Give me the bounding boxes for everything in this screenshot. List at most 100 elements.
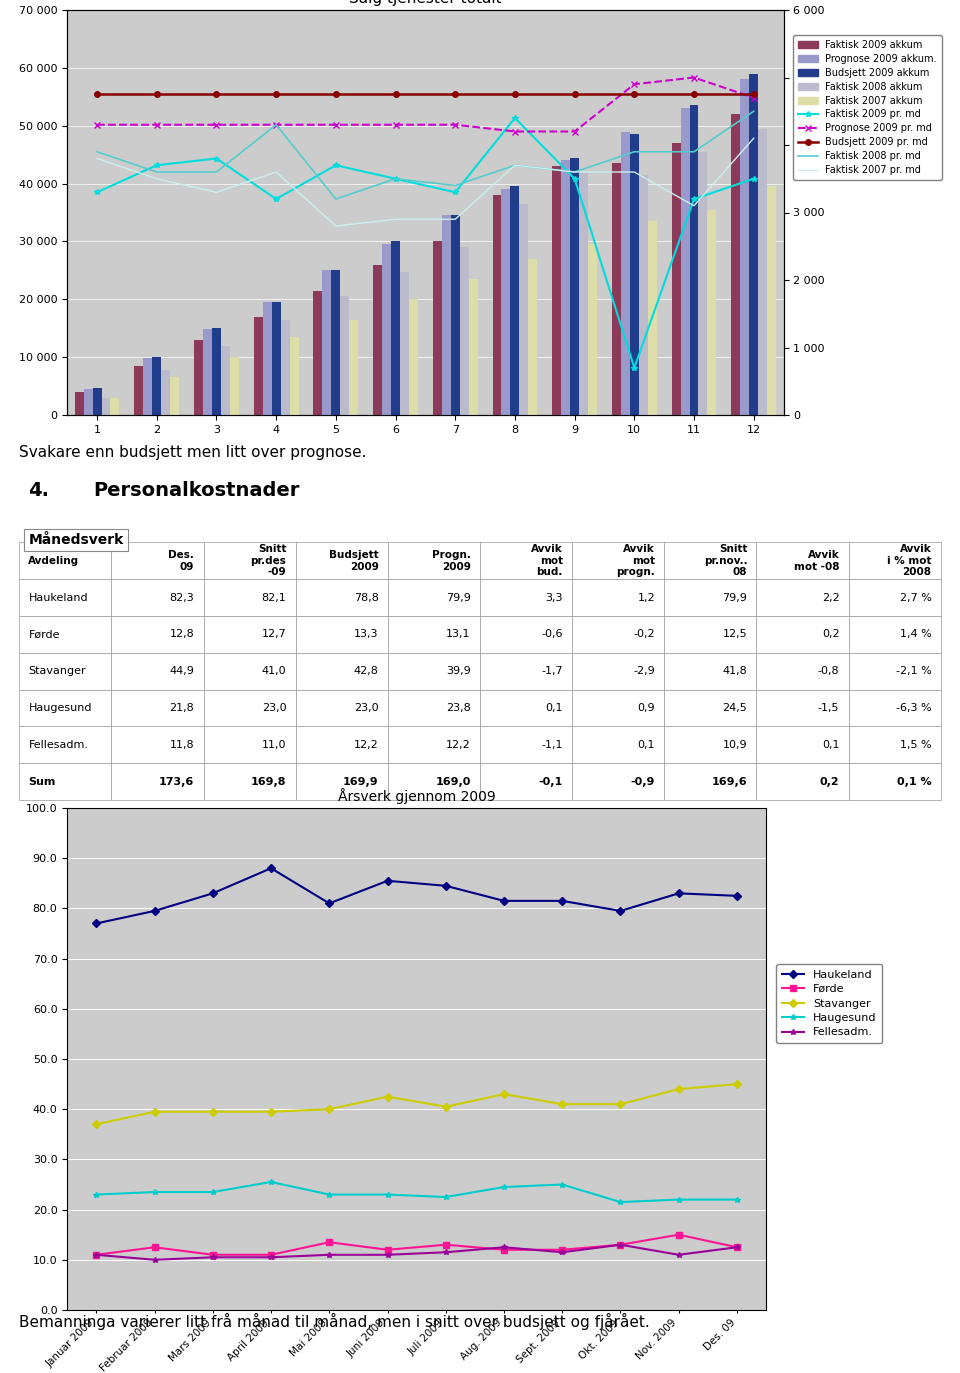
Haugesund [673, 1192, 684, 1208]
Prognose 2009 pr. md [271, 117, 282, 133]
Budsjett 2009 pr. md [748, 86, 759, 103]
Title: Årsverk gjennom 2009: Årsverk gjennom 2009 [338, 788, 495, 805]
Faktisk 2009 pr. md [748, 170, 759, 187]
Bar [143, 358, 153, 415]
Budsjett 2009 pr. md [210, 86, 222, 103]
Prognose 2009 pr. md [629, 76, 640, 92]
Faktisk 2007 pr. md [91, 150, 103, 166]
Bar [511, 187, 519, 415]
Prognose 2009 pr. md [688, 69, 700, 85]
Line: Faktisk 2009 pr. md: Faktisk 2009 pr. md [94, 115, 756, 371]
Førde [557, 1241, 568, 1258]
Haukeland [324, 895, 335, 912]
Haukeland [498, 892, 510, 909]
Bar [263, 302, 272, 415]
Bar [451, 216, 460, 415]
Haugesund [207, 1184, 219, 1200]
Budsjett 2009 pr. md [629, 86, 640, 103]
Førde [440, 1237, 451, 1254]
Bar [92, 389, 102, 415]
Faktisk 2008 pr. md [271, 117, 282, 133]
Stavanger [732, 1076, 743, 1093]
Faktisk 2009 pr. md [271, 191, 282, 207]
Faktisk 2008 pr. md [91, 144, 103, 161]
Bar [203, 330, 212, 415]
Line: Budsjett 2009 pr. md: Budsjett 2009 pr. md [94, 92, 756, 97]
Faktisk 2007 pr. md [748, 130, 759, 147]
Faktisk 2008 pr. md [569, 163, 581, 180]
Bar [433, 242, 442, 415]
Haukeland [265, 859, 276, 876]
Faktisk 2008 pr. md [210, 163, 222, 180]
Bar [460, 247, 468, 415]
Budsjett 2009 pr. md [271, 86, 282, 103]
Line: Faktisk 2007 pr. md: Faktisk 2007 pr. md [97, 139, 754, 227]
Text: 4.: 4. [29, 481, 49, 500]
Fellesadm. [673, 1247, 684, 1263]
Bar [400, 272, 409, 415]
Line: Stavanger: Stavanger [93, 1082, 740, 1127]
Haugesund [732, 1192, 743, 1208]
Fellesadm. [207, 1249, 219, 1266]
Førde [382, 1241, 394, 1258]
Bar [340, 297, 349, 415]
Bar [75, 391, 84, 415]
Text: Personalkostnader: Personalkostnader [93, 481, 300, 500]
Prognose 2009 pr. md [569, 124, 581, 140]
Haukeland [207, 886, 219, 902]
Faktisk 2009 pr. md [509, 110, 520, 126]
Bar [638, 174, 648, 415]
Førde [207, 1247, 219, 1263]
Bar [170, 378, 180, 415]
Faktisk 2007 pr. md [151, 170, 162, 187]
Førde [498, 1241, 510, 1258]
Bar [331, 270, 340, 415]
Faktisk 2009 pr. md [210, 150, 222, 166]
Faktisk 2007 pr. md [569, 163, 581, 180]
Stavanger [614, 1096, 626, 1112]
Bar [161, 371, 170, 415]
Bar [689, 106, 699, 415]
Faktisk 2009 pr. md [688, 191, 700, 207]
Haukeland [149, 902, 160, 919]
Fellesadm. [732, 1238, 743, 1255]
Faktisk 2008 pr. md [688, 144, 700, 161]
Stavanger [440, 1098, 451, 1115]
Faktisk 2009 pr. md [330, 157, 342, 173]
Fellesadm. [498, 1238, 510, 1255]
Faktisk 2008 pr. md [151, 163, 162, 180]
Faktisk 2008 pr. md [748, 103, 759, 119]
Førde [614, 1237, 626, 1254]
Bar [501, 189, 511, 415]
Bar [562, 161, 570, 415]
Bar [519, 203, 528, 415]
Fellesadm. [440, 1244, 451, 1260]
Førde [90, 1247, 102, 1263]
Haugesund [440, 1189, 451, 1205]
Bar [570, 158, 579, 415]
Haugesund [324, 1186, 335, 1203]
Fellesadm. [265, 1249, 276, 1266]
Prognose 2009 pr. md [748, 89, 759, 106]
Prognose 2009 pr. md [210, 117, 222, 133]
Prognose 2009 pr. md [330, 117, 342, 133]
Bar [588, 244, 597, 415]
Bar [749, 74, 758, 415]
Bar [758, 129, 767, 415]
Førde [324, 1234, 335, 1251]
Haugesund [90, 1186, 102, 1203]
Budsjett 2009 pr. md [688, 86, 700, 103]
Faktisk 2007 pr. md [449, 211, 461, 228]
Bar [699, 152, 708, 415]
Bar [442, 216, 451, 415]
Haugesund [614, 1195, 626, 1211]
Budsjett 2009 pr. md [330, 86, 342, 103]
Prognose 2009 pr. md [151, 117, 162, 133]
Faktisk 2008 pr. md [509, 157, 520, 173]
Bar [612, 163, 621, 415]
Stavanger [265, 1104, 276, 1120]
Bar [630, 135, 638, 415]
Faktisk 2009 pr. md [390, 170, 401, 187]
Bar [648, 221, 657, 415]
Budsjett 2009 pr. md [449, 86, 461, 103]
